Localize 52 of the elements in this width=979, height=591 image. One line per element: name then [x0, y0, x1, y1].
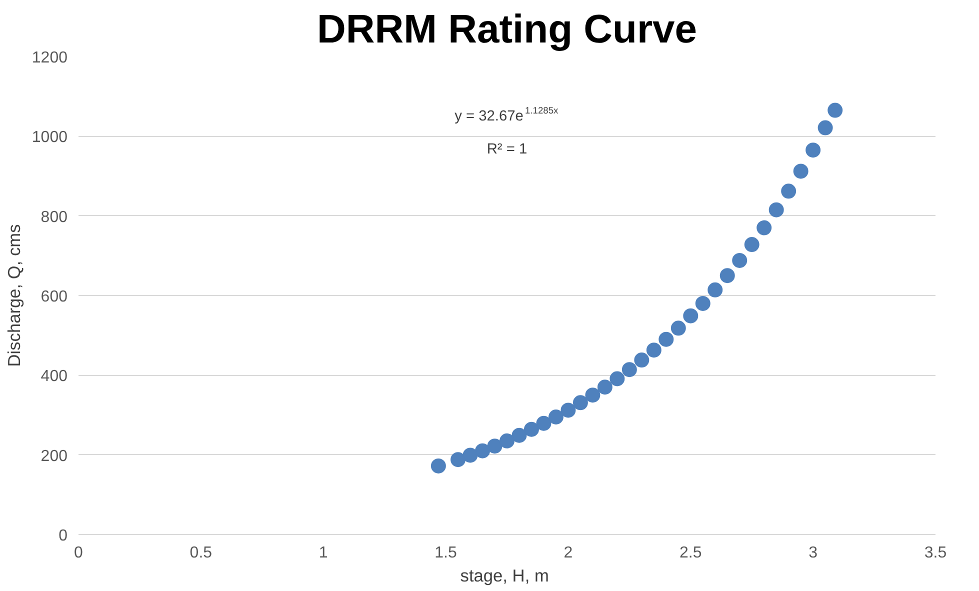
point	[524, 422, 539, 437]
x-tick-label: 2	[564, 544, 573, 562]
point	[597, 380, 612, 395]
point	[793, 164, 808, 179]
x-axis-title: stage, H, m	[460, 566, 549, 586]
point	[512, 428, 527, 443]
point	[634, 352, 650, 368]
annotation: R² = 1	[486, 142, 528, 158]
point	[818, 120, 833, 136]
y-tick-label: 400	[40, 368, 68, 386]
y-tick-label: 0	[58, 528, 68, 544]
y-tick-label: 600	[40, 288, 68, 306]
y-tick-label: 200	[40, 448, 68, 465]
y-axis-title: Discharge, Q, cms	[4, 224, 24, 367]
x-tick-label: 3.5	[924, 544, 947, 562]
point	[695, 296, 710, 311]
point	[720, 268, 735, 284]
point	[536, 416, 552, 431]
point	[500, 433, 514, 448]
point	[646, 342, 662, 358]
point	[732, 252, 748, 268]
point	[828, 102, 843, 118]
point	[708, 282, 723, 298]
point	[670, 320, 686, 336]
point	[806, 142, 821, 158]
point	[756, 220, 772, 236]
point	[622, 362, 637, 378]
point	[462, 448, 478, 463]
x-tick-label: 1	[318, 544, 328, 562]
point	[610, 371, 625, 386]
y-tick-label: 1200	[32, 50, 68, 66]
x-tick-label: 0	[74, 544, 84, 562]
point	[560, 402, 576, 418]
y-tick-label: 1000	[32, 129, 68, 146]
point	[744, 237, 760, 252]
x-tick-label: 2.5	[680, 544, 702, 562]
point	[658, 332, 674, 347]
point	[572, 395, 588, 410]
point	[475, 443, 490, 458]
x-tick-label: 0.5	[190, 544, 212, 562]
point	[781, 184, 796, 199]
point	[585, 388, 600, 403]
point	[548, 410, 564, 424]
point	[487, 438, 502, 454]
point	[450, 452, 466, 468]
y-tick-label: 800	[40, 208, 68, 226]
point	[430, 458, 446, 474]
point	[768, 202, 784, 218]
x-tick-label: 1.5	[434, 544, 458, 562]
point	[683, 308, 698, 324]
x-tick-label: 3	[808, 544, 818, 562]
chart-title: DRRM Rating Curve	[316, 8, 698, 52]
